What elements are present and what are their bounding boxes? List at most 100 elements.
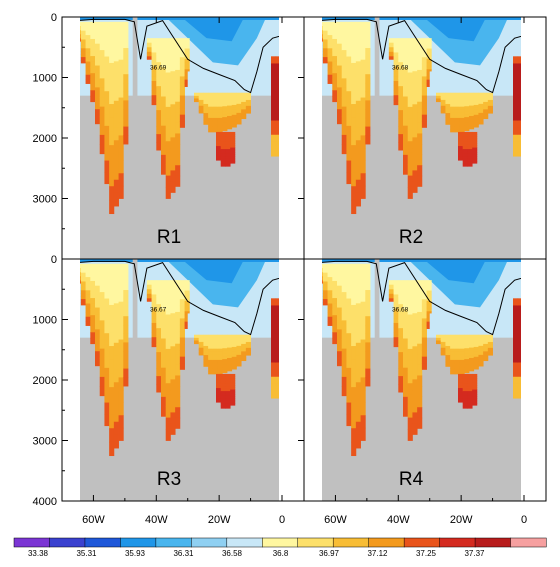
plume-central <box>412 357 418 369</box>
med-outflow <box>280 142 285 150</box>
plume-west <box>123 298 129 308</box>
plume-east <box>436 337 442 339</box>
contour-label: 36.68 <box>392 307 409 314</box>
plume-east <box>436 341 442 343</box>
plume-west <box>322 60 328 64</box>
plume-east <box>236 115 242 118</box>
plume-east <box>454 109 460 113</box>
plume-west <box>90 337 96 345</box>
plume-east <box>194 334 200 336</box>
plume-central <box>179 50 185 58</box>
plume-central <box>388 47 394 50</box>
plume-deep-red <box>462 156 468 160</box>
plume-east <box>241 114 247 118</box>
plume-central <box>156 142 162 151</box>
plume-east <box>473 351 479 355</box>
med-outflow <box>275 305 279 313</box>
plume-central <box>161 406 167 417</box>
plume-central <box>393 322 399 329</box>
plume-east <box>450 357 456 361</box>
plume-east <box>464 111 470 115</box>
plume-central <box>175 165 181 177</box>
plume-west <box>80 272 82 274</box>
plume-west <box>355 395 361 409</box>
plume-central <box>146 299 152 302</box>
plume-central <box>165 72 171 85</box>
med-outflow <box>517 319 521 328</box>
plume-deep-red <box>472 387 478 390</box>
plume-deep-red <box>216 373 222 377</box>
plume-east <box>222 337 228 341</box>
med-outflow <box>522 298 527 306</box>
plume-central <box>184 45 190 49</box>
plume-east <box>241 351 247 354</box>
plume-central <box>393 38 399 44</box>
plume-deep-red <box>467 151 473 155</box>
plume-east <box>445 357 451 360</box>
plume-deep-red <box>230 373 236 377</box>
plume-west <box>355 21 361 36</box>
plume-central <box>407 280 413 293</box>
plume-west <box>80 290 86 294</box>
right-blank <box>527 17 546 259</box>
plume-east <box>231 349 237 353</box>
plume-deep-red <box>458 144 464 147</box>
plume-central <box>417 69 423 81</box>
plume-west <box>113 153 119 167</box>
plume-east <box>483 94 489 97</box>
plume-deep-red <box>220 383 226 387</box>
plume-east <box>241 101 247 105</box>
colorbar-swatch <box>49 537 86 548</box>
plume-central <box>388 296 394 299</box>
plume-east <box>469 368 475 372</box>
med-outflow <box>271 348 277 356</box>
plume-west <box>365 377 371 387</box>
plume-east <box>483 92 489 95</box>
plume-central <box>184 307 190 312</box>
plume-west <box>341 301 347 312</box>
plume-east <box>454 371 460 375</box>
plume-west <box>341 97 347 108</box>
med-outflow <box>280 149 285 157</box>
plume-west <box>322 272 328 276</box>
plume-west <box>360 339 366 353</box>
plume-west <box>95 314 101 323</box>
plume-deep-red <box>467 144 473 148</box>
plume-west <box>99 358 105 368</box>
plume-west <box>365 351 371 361</box>
plume-east <box>464 342 470 346</box>
plume-west <box>365 333 371 343</box>
plume-central <box>412 93 418 105</box>
plume-central <box>151 66 157 72</box>
plume-west <box>322 293 328 297</box>
plume-east <box>464 356 470 360</box>
plume-central <box>421 50 427 58</box>
plume-west <box>327 61 333 67</box>
plume-west <box>80 269 82 272</box>
plume-east <box>450 112 456 116</box>
plume-east <box>459 95 465 99</box>
plume-central <box>398 70 404 79</box>
plume-west <box>90 303 96 310</box>
plume-deep-red <box>230 156 236 160</box>
plume-central <box>417 396 423 408</box>
plume-east <box>454 343 460 347</box>
plume-deep-red <box>225 156 231 160</box>
plume-west <box>118 390 124 404</box>
left-blank <box>304 259 322 501</box>
plume-west <box>85 303 91 309</box>
plume-east <box>212 95 218 99</box>
plume-deep-red <box>472 391 478 395</box>
plume-east <box>473 117 479 121</box>
plume-deep-red <box>467 383 473 387</box>
plume-west <box>346 91 352 104</box>
plume-west <box>351 62 357 78</box>
plume-west <box>322 284 328 288</box>
plume-west <box>95 263 101 272</box>
plume-east <box>217 337 223 341</box>
plume-deep-red <box>220 141 226 145</box>
plume-east <box>450 106 456 110</box>
plume-east <box>217 348 223 352</box>
plume-central <box>398 296 404 305</box>
plume-west <box>360 84 366 98</box>
